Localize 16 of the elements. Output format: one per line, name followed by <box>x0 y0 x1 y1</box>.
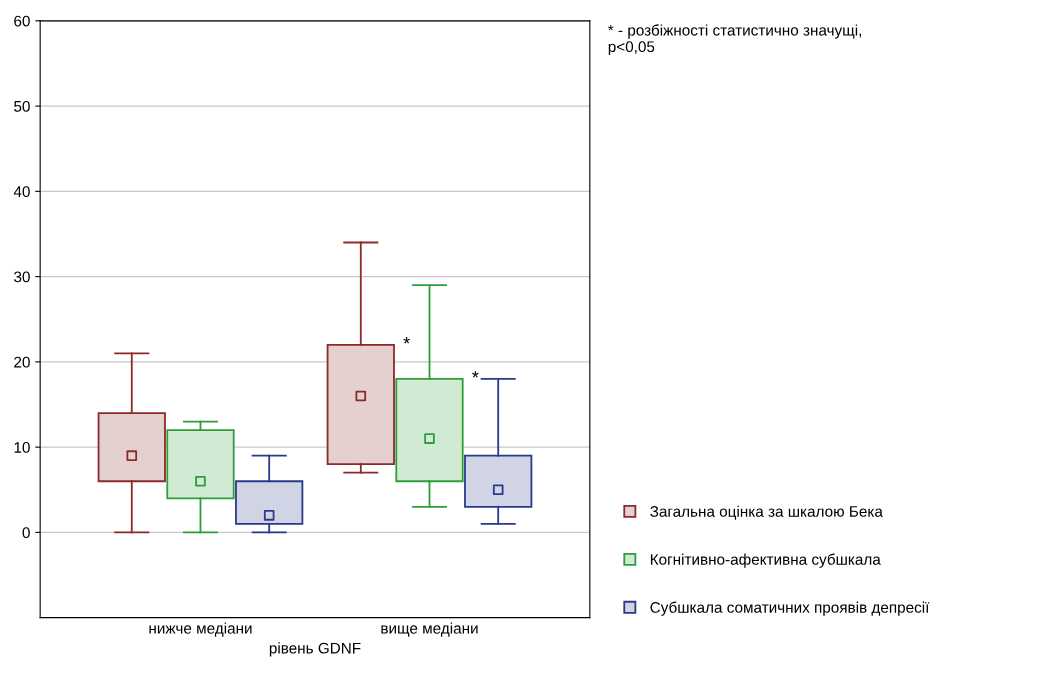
legend-label: Субшкала соматичних проявів депресії <box>650 601 930 616</box>
legend-label: Когнітивно-афективна субшкала <box>650 553 881 568</box>
annotation: * <box>472 371 479 378</box>
y-tick-label: 40 <box>13 186 30 198</box>
y-tick-label: 30 <box>14 271 30 283</box>
y-tick-label: 20 <box>14 356 30 368</box>
x-axis-title: рівень GDNF <box>269 642 361 657</box>
y-tick-label: 60 <box>14 15 30 27</box>
y-tick-label: 50 <box>14 100 30 112</box>
annotation: * <box>403 337 410 344</box>
x-tick-label: вище медіани <box>381 622 478 637</box>
legend-label: Загальна оцінка за шкалою Бека <box>650 505 883 520</box>
y-tick-label: 10 <box>14 442 30 453</box>
y-tick-label: 0 <box>22 527 30 539</box>
text: * - розбіжності статистично значущі, p<0,05 <box>608 24 862 56</box>
x-tick-label: нижче медіани <box>149 622 252 637</box>
